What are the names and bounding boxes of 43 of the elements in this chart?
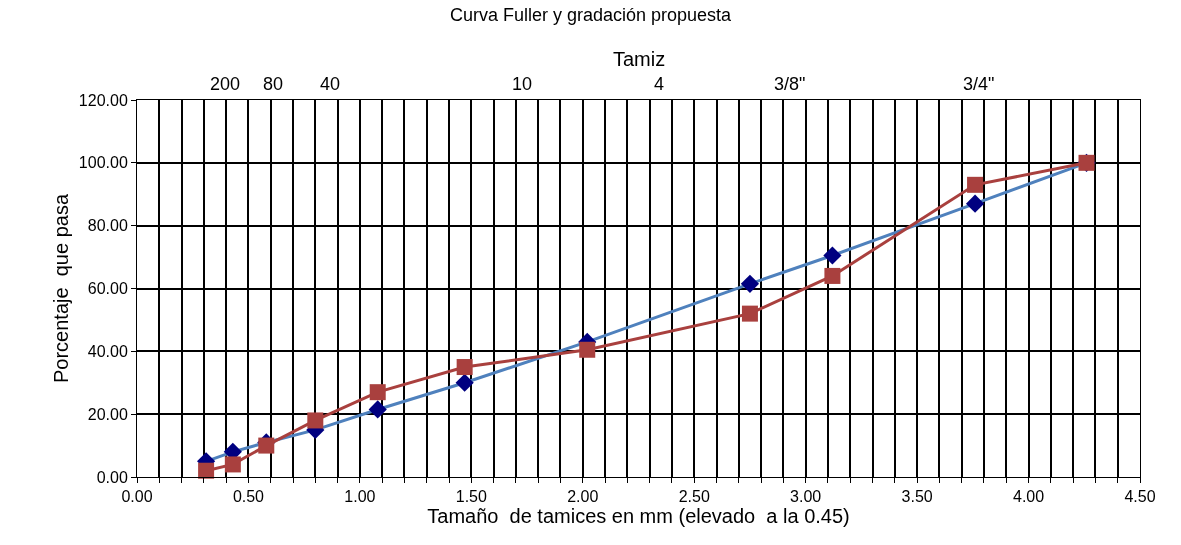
text: 10 — [512, 74, 533, 94]
x-tick-label: 1.00 — [344, 488, 376, 506]
y-tick-label: 60.00 — [87, 280, 128, 298]
point — [579, 341, 596, 358]
y-tick-label: 100.00 — [78, 154, 128, 172]
point — [456, 359, 473, 376]
point — [368, 400, 387, 419]
point — [824, 267, 841, 284]
point — [224, 456, 241, 473]
point — [258, 437, 275, 454]
text: 3/4" — [963, 74, 995, 94]
text: 4 — [654, 74, 665, 94]
x-tick-label: 0.50 — [232, 488, 265, 506]
point — [741, 305, 758, 322]
text: 40 — [320, 74, 341, 94]
x-tick-label: 4.50 — [1124, 488, 1156, 506]
text: 200 — [210, 74, 241, 94]
x-tick-label: 1.50 — [455, 488, 487, 506]
y-tick-label: 40.00 — [87, 342, 128, 360]
text: Tamiz — [613, 48, 666, 70]
point — [965, 194, 985, 213]
x-axis-title: Tamaño de tamices en mm (elevado a la 0.45) — [427, 505, 850, 528]
x-tick-label: 3.00 — [790, 488, 822, 506]
chart-title: Curva Fuller y gradación propuesta — [449, 4, 733, 25]
point — [455, 373, 474, 392]
point — [369, 384, 386, 401]
point — [740, 274, 760, 293]
x-tick-label: 4.00 — [1012, 488, 1045, 506]
text: 3/8" — [774, 74, 806, 94]
point — [307, 412, 324, 429]
x-tick-label: 0.00 — [121, 488, 153, 506]
y-tick-label: 20.00 — [87, 405, 128, 423]
point — [967, 176, 984, 193]
text: 80 — [263, 74, 284, 94]
y-axis-title: Porcentaje que pasa — [50, 193, 73, 384]
x-tick-label: 2.50 — [678, 488, 710, 506]
y-tick-label: 120.00 — [78, 91, 128, 109]
y-tick-label: 0.00 — [96, 468, 128, 486]
x-tick-label: 3.50 — [901, 488, 933, 506]
x-tick-label: 2.00 — [567, 488, 599, 506]
y-tick-label: 80.00 — [87, 217, 128, 235]
point — [198, 462, 215, 479]
point — [823, 246, 842, 265]
